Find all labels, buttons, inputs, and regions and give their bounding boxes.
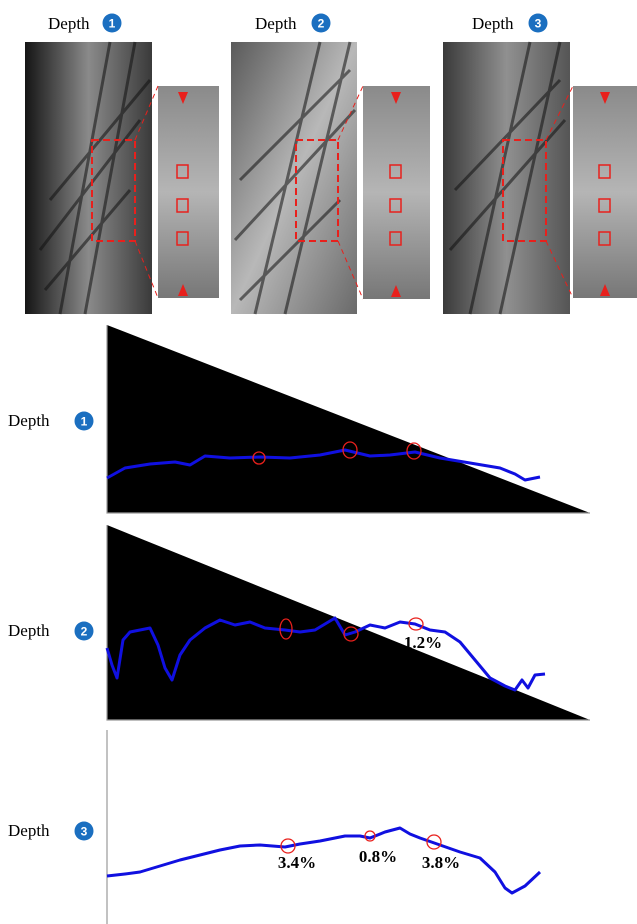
- profile-label: Depth: [8, 621, 50, 640]
- strain-annotation: 4.3%: [272, 649, 310, 668]
- image-label: Depth: [255, 14, 297, 33]
- strain-annotation: 4%: [343, 651, 369, 670]
- image-panel: [25, 42, 219, 314]
- strain-annotation: 1.2%: [404, 633, 442, 652]
- profile-plot: [107, 730, 540, 924]
- figure: Depth 1 Depth 2 Depth 3 Depth 1 0.68% 3.1% 3.2% Dep…: [0, 0, 637, 924]
- profile-label: Depth: [8, 411, 50, 430]
- depth-index: 2: [318, 17, 325, 31]
- image-panel: [231, 42, 430, 314]
- strain-annotation: 3.4%: [278, 853, 316, 872]
- strain-annotation: 3.2%: [411, 463, 449, 482]
- strain-annotation: 0.8%: [359, 847, 397, 866]
- depth-index: 3: [81, 825, 88, 839]
- depth-index: 1: [81, 415, 88, 429]
- profile-label: Depth: [8, 821, 50, 840]
- strain-annotation: 3.1%: [335, 468, 373, 487]
- strain-annotation: 3.8%: [422, 853, 460, 872]
- depth-index: 1: [109, 17, 116, 31]
- image-label: Depth: [472, 14, 514, 33]
- image-panel: [443, 42, 637, 314]
- strain-annotation: 0.68%: [236, 476, 283, 495]
- image-label: Depth: [48, 14, 90, 33]
- depth-index: 3: [535, 17, 542, 31]
- depth-index: 2: [81, 625, 88, 639]
- profile-plot: [107, 525, 590, 720]
